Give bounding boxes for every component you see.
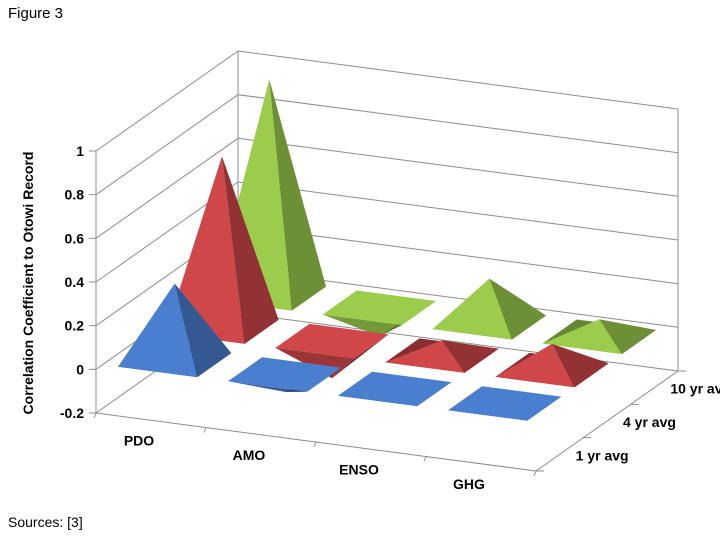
pyramid-side-face [222,156,279,344]
gridline [95,137,679,239]
pyramid-mark [228,357,342,392]
pyramid-mark [448,386,562,421]
series-label: 1 yr avg [576,447,629,463]
chart-labels: PDO AMO ENSO GHG 1 yr avg 4 yr avg 10 yr avg [124,381,720,492]
x-tick [203,427,207,433]
y-tick-label: -0.2 [60,405,84,421]
y-tick-label: 0 [76,361,84,377]
pyramid-mark [322,290,436,337]
figure-label: Figure 3 [8,5,64,22]
gridline [95,181,679,283]
pyramid-front-face [432,278,512,340]
y-axis-title: Correlation Coefficient to Otowi Record [20,152,36,415]
pyramid-mark [385,338,499,373]
gridline [95,94,679,196]
pyramid-side-face [174,283,232,378]
chart-marks [118,79,656,421]
pyramid-mark [432,278,546,340]
pyramid-side-face [442,340,499,373]
pyramid-top-face [228,357,342,392]
x-tick [533,470,537,477]
y-tick-label: 1 [76,143,84,159]
pyramid-front-face [385,340,465,373]
y-tick-label: 0.8 [65,187,85,203]
pyramid-side-face [599,319,656,354]
y-tick-label: 0.4 [65,274,85,290]
category-label: PDO [124,432,154,448]
y-tick-label: 0.2 [65,318,85,334]
category-label: ENSO [339,461,379,477]
pyramid-mark [118,283,232,378]
pyramid-front-face [495,343,575,388]
category-label: AMO [233,447,266,463]
pyramid-mark [542,319,656,354]
series-label: 10 yr avg [670,381,720,397]
pyramid-top-face [275,323,389,359]
pyramid-top-face [338,371,452,407]
pyramid-front-face [542,319,622,354]
pyramid-mark [495,343,609,388]
pyramid-side-face [332,334,389,379]
y-tick-label: 0.6 [65,230,85,246]
series-label: 4 yr avg [623,414,676,430]
pyramid-side-face [489,278,546,340]
pyramid-front-face [228,381,308,392]
sources-note: Sources: [3] [8,514,83,530]
chart-walls [93,50,686,477]
gridline [95,50,679,152]
x-tick [93,412,97,419]
x-tick [423,456,427,462]
y-axis: -0.2 0 0.2 0.4 0.6 0.8 1 [60,143,96,421]
floor-edge [535,370,679,472]
pyramid-front-face [118,283,198,378]
x-tick [313,441,317,448]
pyramid-front-face [322,314,402,337]
pyramid-top-face [322,290,436,325]
pyramid-side-face [552,343,609,388]
pyramid-side-face [269,79,326,311]
category-label: GHG [453,476,485,492]
pyramid-mark [338,371,452,407]
pyramid-top-face [448,386,562,421]
